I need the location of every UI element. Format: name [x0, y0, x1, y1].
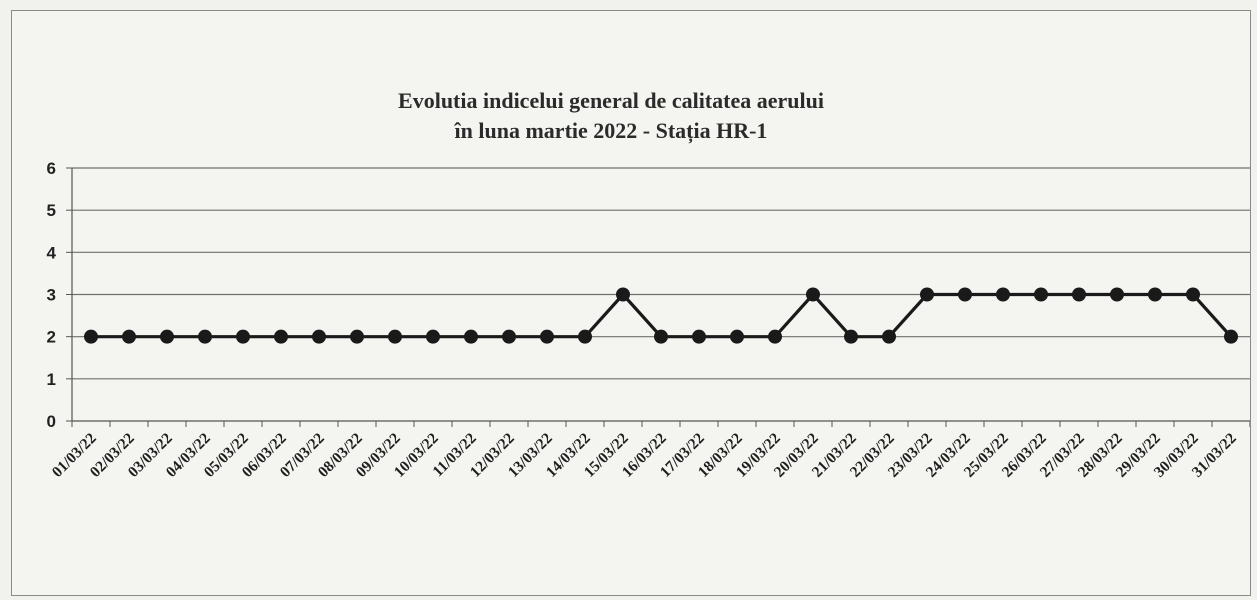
y-tick-label: 5 [47, 201, 56, 220]
chart-subtitle: în luna martie 2022 - Stația HR-1 [454, 118, 768, 144]
chart-area: Evolutia indicelui general de calitatea … [11, 10, 1251, 596]
data-point-06/03/22 [274, 329, 288, 344]
x-axis [71, 168, 1250, 427]
chart-title: Evolutia indicelui general de calitatea … [398, 88, 824, 113]
y-tick-label: 2 [47, 328, 56, 347]
y-tick-label: 4 [47, 243, 57, 262]
data-point-25/03/22 [996, 287, 1010, 302]
data-point-10/03/22 [426, 329, 440, 344]
data-point-15/03/22 [616, 287, 630, 302]
data-point-29/03/22 [1148, 287, 1162, 302]
gridlines [72, 167, 1250, 380]
y-tick-label: 0 [47, 412, 56, 431]
data-point-18/03/22 [730, 329, 744, 344]
y-tick-label: 6 [47, 159, 56, 178]
data-point-08/03/22 [350, 329, 364, 344]
data-point-05/03/22 [236, 329, 250, 344]
data-point-13/03/22 [540, 329, 554, 344]
line-chart: Evolutia indicelui general de calitatea … [47, 88, 1250, 481]
data-point-20/03/22 [806, 287, 820, 302]
data-point-30/03/22 [1186, 287, 1200, 302]
data-point-16/03/22 [654, 329, 668, 344]
x-axis-ticks: 01/03/2202/03/2203/03/2204/03/2205/03/22… [49, 430, 1240, 481]
data-point-04/03/22 [198, 329, 212, 344]
data-point-19/03/22 [768, 329, 782, 344]
data-point-07/03/22 [312, 329, 326, 344]
data-point-23/03/22 [920, 287, 934, 302]
data-point-09/03/22 [388, 329, 402, 344]
data-point-17/03/22 [692, 329, 706, 344]
data-point-27/03/22 [1072, 287, 1086, 302]
data-point-02/03/22 [122, 329, 136, 344]
data-point-24/03/22 [958, 287, 972, 302]
data-point-21/03/22 [844, 329, 858, 344]
series-layer [84, 287, 1238, 344]
data-point-01/03/22 [84, 329, 98, 344]
data-point-31/03/22 [1224, 329, 1238, 344]
y-axis-ticks: 0 1 2 3 4 5 6 [47, 159, 72, 431]
data-point-28/03/22 [1110, 287, 1124, 302]
y-tick-label: 3 [47, 286, 56, 305]
data-point-12/03/22 [502, 329, 516, 344]
data-point-11/03/22 [464, 329, 478, 344]
data-point-26/03/22 [1034, 287, 1048, 302]
data-point-14/03/22 [578, 329, 592, 344]
data-point-22/03/22 [882, 329, 896, 344]
data-point-03/03/22 [160, 329, 174, 344]
y-tick-label: 1 [47, 370, 56, 389]
